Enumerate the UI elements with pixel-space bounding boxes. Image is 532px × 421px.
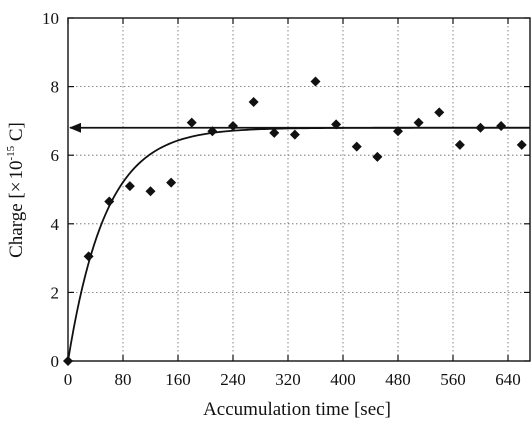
data-point [83, 251, 94, 262]
y-label-prefix: Charge [ [6, 192, 27, 258]
y-tick-label: 2 [51, 283, 60, 302]
data-point [496, 121, 507, 132]
grid [68, 18, 530, 361]
data-point [310, 76, 321, 87]
data-point [269, 127, 280, 138]
data-point [372, 151, 383, 162]
x-tick-label: 0 [64, 370, 73, 389]
y-tick-label: 10 [42, 9, 59, 28]
data-point [124, 181, 135, 192]
ticks [67, 17, 530, 362]
data-point [351, 141, 362, 152]
data-point [434, 107, 445, 118]
data-point [454, 139, 465, 150]
data-point [516, 139, 527, 150]
data-point [145, 186, 156, 197]
y-label-exponent: -15 [5, 145, 17, 160]
x-tick-label: 160 [165, 370, 191, 389]
y-label-unit: C] [6, 122, 27, 146]
y-tick-label: 0 [51, 352, 60, 371]
tick-labels: 0 80 160 240 320 400 480 560 640 0 2 4 6 8 10 [42, 9, 521, 389]
data-point [289, 129, 300, 140]
y-label-times: × [6, 182, 27, 193]
fit-layer [67, 126, 530, 362]
data-point [104, 196, 115, 207]
x-tick-label: 560 [440, 370, 466, 389]
y-tick-label: 6 [51, 146, 60, 165]
x-tick-label: 320 [275, 370, 301, 389]
y-axis-label: Charge [× 10-15 C] [5, 122, 27, 258]
fit-curve [67, 126, 530, 362]
y-tick-label: 8 [51, 78, 60, 97]
data-point [413, 117, 424, 128]
data-point [228, 121, 238, 132]
x-tick-label: 240 [220, 370, 246, 389]
x-tick-label: 640 [495, 370, 521, 389]
y-tick-label: 4 [51, 215, 60, 234]
x-tick-label: 400 [330, 370, 356, 389]
data-point [475, 122, 486, 133]
x-axis-label: Accumulation time [sec] [203, 399, 391, 420]
points-layer [63, 76, 527, 366]
data-point [166, 177, 177, 188]
x-tick-label: 80 [115, 370, 132, 389]
data-point [331, 119, 342, 130]
data-point [248, 97, 259, 108]
x-tick-label: 480 [385, 370, 411, 389]
plot-frame [67, 17, 531, 362]
data-point [393, 126, 403, 137]
data-point [207, 126, 218, 137]
y-label-base: 10 [6, 161, 27, 180]
data-point [186, 117, 197, 128]
